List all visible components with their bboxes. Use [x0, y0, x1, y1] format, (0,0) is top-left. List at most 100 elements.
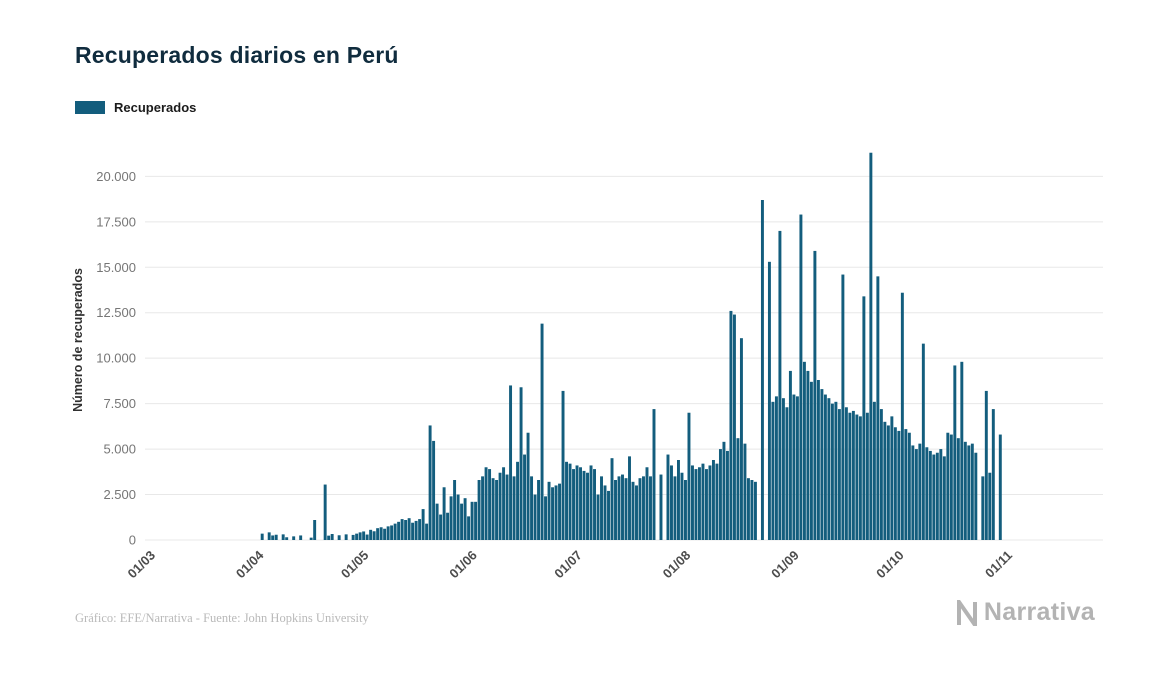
bar — [799, 214, 803, 541]
bar — [984, 390, 988, 540]
bar — [526, 432, 530, 540]
bar — [736, 438, 740, 540]
bar — [586, 472, 589, 540]
bar — [299, 535, 303, 540]
bar — [865, 412, 869, 540]
bar — [365, 534, 369, 540]
bar — [642, 476, 645, 540]
bar — [484, 467, 488, 540]
bar — [425, 523, 429, 540]
bar — [428, 425, 432, 540]
bar — [670, 465, 673, 540]
bar — [988, 472, 992, 540]
bar — [827, 398, 831, 540]
y-tick-label: 0 — [129, 533, 136, 548]
bar — [418, 519, 422, 540]
bar — [292, 536, 296, 540]
bar — [694, 469, 698, 540]
bar — [897, 430, 901, 540]
bar — [376, 528, 380, 540]
bar — [960, 361, 964, 540]
y-axis-title: Número de recuperados — [71, 268, 85, 412]
bar — [869, 152, 873, 541]
y-tick-label: 12.500 — [96, 305, 136, 320]
bar — [935, 452, 939, 540]
bar — [495, 480, 499, 540]
bar — [432, 440, 436, 540]
x-tick-label: 01/06 — [446, 548, 480, 582]
bar — [456, 494, 460, 540]
bar — [862, 296, 866, 540]
bar — [974, 452, 978, 540]
bar — [624, 478, 628, 540]
bar — [722, 441, 726, 540]
bar — [729, 310, 733, 540]
bar — [442, 487, 446, 540]
bar — [414, 520, 418, 540]
bar — [491, 478, 495, 540]
bar — [488, 469, 492, 540]
bar — [477, 480, 481, 540]
legend-label: Recuperados — [114, 100, 197, 115]
bar — [998, 434, 1002, 540]
bar — [753, 481, 757, 540]
bar — [981, 476, 985, 540]
bar — [677, 460, 680, 540]
bar — [949, 434, 953, 540]
bar — [523, 454, 527, 540]
bar — [666, 454, 670, 540]
bar — [509, 385, 513, 540]
bar — [383, 528, 387, 540]
bar — [498, 472, 502, 540]
x-tick-label: 01/11 — [982, 548, 1015, 581]
bar — [596, 494, 600, 540]
bar — [281, 534, 285, 540]
bar — [393, 523, 397, 540]
bar — [771, 401, 775, 540]
bar — [883, 421, 887, 540]
bar — [467, 516, 471, 540]
bar — [628, 456, 631, 540]
bar — [435, 503, 439, 540]
bar — [449, 496, 453, 540]
bar — [704, 469, 708, 540]
legend-item-recuperados[interactable]: Recuperados — [75, 100, 196, 115]
bar — [638, 478, 642, 540]
bar — [848, 412, 852, 540]
bar — [358, 532, 362, 540]
bar — [313, 520, 317, 540]
bar — [820, 389, 824, 540]
bar — [970, 443, 974, 540]
bar — [746, 478, 750, 540]
bar — [645, 467, 649, 540]
bar — [928, 450, 932, 540]
bar — [750, 480, 754, 540]
bar — [691, 465, 694, 540]
bar — [544, 496, 548, 540]
bar — [813, 250, 817, 540]
legend-swatch — [75, 101, 105, 114]
bar — [774, 396, 778, 540]
bar — [711, 460, 715, 540]
narrativa-logo-icon — [956, 599, 977, 626]
y-tick-label: 15.000 — [96, 260, 136, 275]
x-tick-label: 01/09 — [768, 548, 802, 582]
bar — [572, 469, 575, 540]
bar — [841, 274, 845, 540]
bar — [918, 443, 922, 540]
bar — [337, 535, 341, 540]
bar — [792, 394, 796, 540]
bar — [516, 461, 520, 540]
bar — [474, 501, 478, 540]
bar — [271, 535, 275, 540]
bar — [837, 409, 841, 540]
bar — [579, 467, 582, 540]
bar — [614, 480, 617, 540]
bar — [855, 414, 859, 540]
bar — [904, 429, 908, 540]
x-tick-label: 01/07 — [551, 548, 585, 582]
bar — [607, 490, 610, 540]
x-tick-label: 01/03 — [125, 548, 159, 582]
bar — [715, 463, 719, 540]
